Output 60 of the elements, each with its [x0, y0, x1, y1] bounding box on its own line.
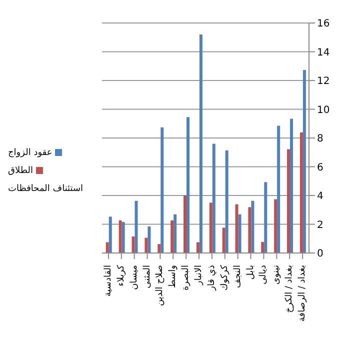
- y-tick-label: 10: [317, 104, 330, 116]
- y-tick-label: 12: [317, 76, 330, 88]
- x-tick-label: كركوك: [220, 264, 230, 291]
- bar: [134, 200, 138, 253]
- y-tick-label: 8: [317, 134, 324, 145]
- y-tick-label: 0: [317, 248, 324, 260]
- x-tick-label: ديالى: [258, 265, 269, 284]
- bar: [106, 242, 109, 253]
- legend-label: عقود الزواج: [8, 148, 52, 158]
- x-tick-label: النجف: [232, 265, 243, 288]
- y-tick-label: 6: [317, 162, 324, 174]
- bar: [122, 222, 125, 253]
- bar: [290, 118, 294, 253]
- x-tick-label: بابل: [246, 265, 256, 280]
- bar: [118, 220, 122, 253]
- bar: [158, 244, 161, 253]
- x-tick-label: البصرة: [181, 265, 192, 290]
- y-tick-label: 2: [317, 220, 324, 231]
- bar: [264, 182, 268, 253]
- bar: [222, 228, 226, 253]
- bar: [225, 150, 228, 253]
- bar: [174, 214, 177, 253]
- legend-label: الطلاق: [8, 166, 33, 176]
- bar: [209, 202, 212, 253]
- bar: [251, 200, 254, 253]
- x-tick-label: بغداد / الكرخ: [284, 265, 295, 313]
- bar: [261, 242, 264, 253]
- x-tick-label: المثنى: [142, 265, 152, 288]
- bar: [277, 126, 280, 253]
- x-tick-label: ميسان: [129, 264, 140, 290]
- bar: [300, 132, 303, 253]
- x-tick-label: واسط: [168, 265, 178, 288]
- x-tick-label: نينوى: [272, 265, 282, 285]
- y-tick-label: 4: [317, 191, 324, 202]
- bar: [235, 204, 238, 253]
- y-tick-label: 16: [317, 18, 330, 30]
- x-tick-label: بغداد / الرصافة: [298, 265, 308, 322]
- bar: [108, 216, 112, 253]
- x-tick-label: كربلاء: [116, 264, 126, 286]
- x-tick-label: القادسية: [103, 265, 114, 297]
- bar: [170, 220, 174, 253]
- bar: [184, 196, 187, 253]
- bar: [132, 236, 135, 253]
- y-tick-label: 14: [317, 47, 330, 58]
- x-tick-label: صلاح الدين: [155, 265, 166, 306]
- bar: [160, 127, 164, 253]
- bar: [287, 149, 290, 253]
- bar: [302, 70, 306, 253]
- bar: [274, 199, 278, 253]
- bar: [144, 238, 148, 253]
- bar: [212, 144, 216, 253]
- bar: [148, 226, 151, 253]
- bar: [238, 214, 242, 253]
- bar: [248, 207, 252, 253]
- bar: [186, 117, 190, 253]
- x-tick-label: ذي قار: [206, 265, 217, 292]
- bar: [199, 34, 202, 253]
- bar: [196, 242, 200, 253]
- x-tick-label: الانبار: [194, 265, 204, 286]
- text: استئناف المحافظات: [8, 184, 84, 194]
